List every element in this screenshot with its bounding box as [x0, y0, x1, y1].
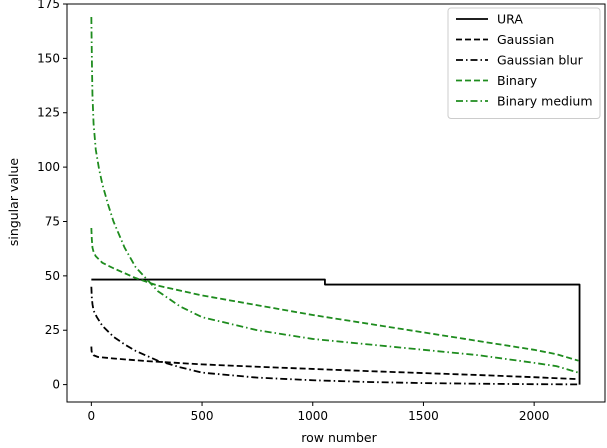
series-line-2 — [90, 286, 579, 386]
x-tick-label-2: 1000 — [297, 409, 328, 423]
series-line-1 — [90, 346, 579, 381]
series-line-0 — [91, 278, 581, 385]
x-tick-label-3: 1500 — [408, 409, 439, 423]
series-layer — [90, 17, 581, 386]
legend-box — [447, 7, 601, 119]
x-tick-label-4: 2000 — [519, 409, 550, 423]
y-tick-label-2: 50 — [45, 269, 60, 283]
series-line-3 — [90, 227, 579, 362]
y-tick-label-7: 175 — [37, 0, 60, 11]
legend-label-3: Binary — [497, 73, 538, 88]
x-tick-label-0: 0 — [88, 409, 96, 423]
plot-frame — [66, 3, 606, 403]
y-axis-title: singular value — [6, 158, 21, 246]
y-tick-label-3: 75 — [45, 214, 60, 228]
legend-label-1: Gaussian — [497, 32, 554, 47]
y-tick-label-4: 100 — [37, 160, 60, 174]
y-tick-label-5: 125 — [37, 106, 60, 120]
y-tick-label-1: 25 — [45, 323, 60, 337]
legend-label-0: URA — [497, 12, 523, 27]
y-tick-label-6: 150 — [37, 51, 60, 65]
x-axis-title: row number — [301, 430, 377, 445]
series-line-4 — [90, 17, 579, 374]
y-tick-label-0: 0 — [52, 378, 60, 392]
legend-label-2: Gaussian blur — [497, 53, 584, 68]
axes-layer: 0 500 1000 1500 2000 0 25 50 75 100 125 150 175 — [37, 0, 606, 423]
x-tick-label-1: 500 — [191, 409, 214, 423]
legend: URA Gaussian Gaussian blur Binary Binary med… — [447, 7, 601, 119]
legend-label-4: Binary medium — [497, 94, 593, 109]
